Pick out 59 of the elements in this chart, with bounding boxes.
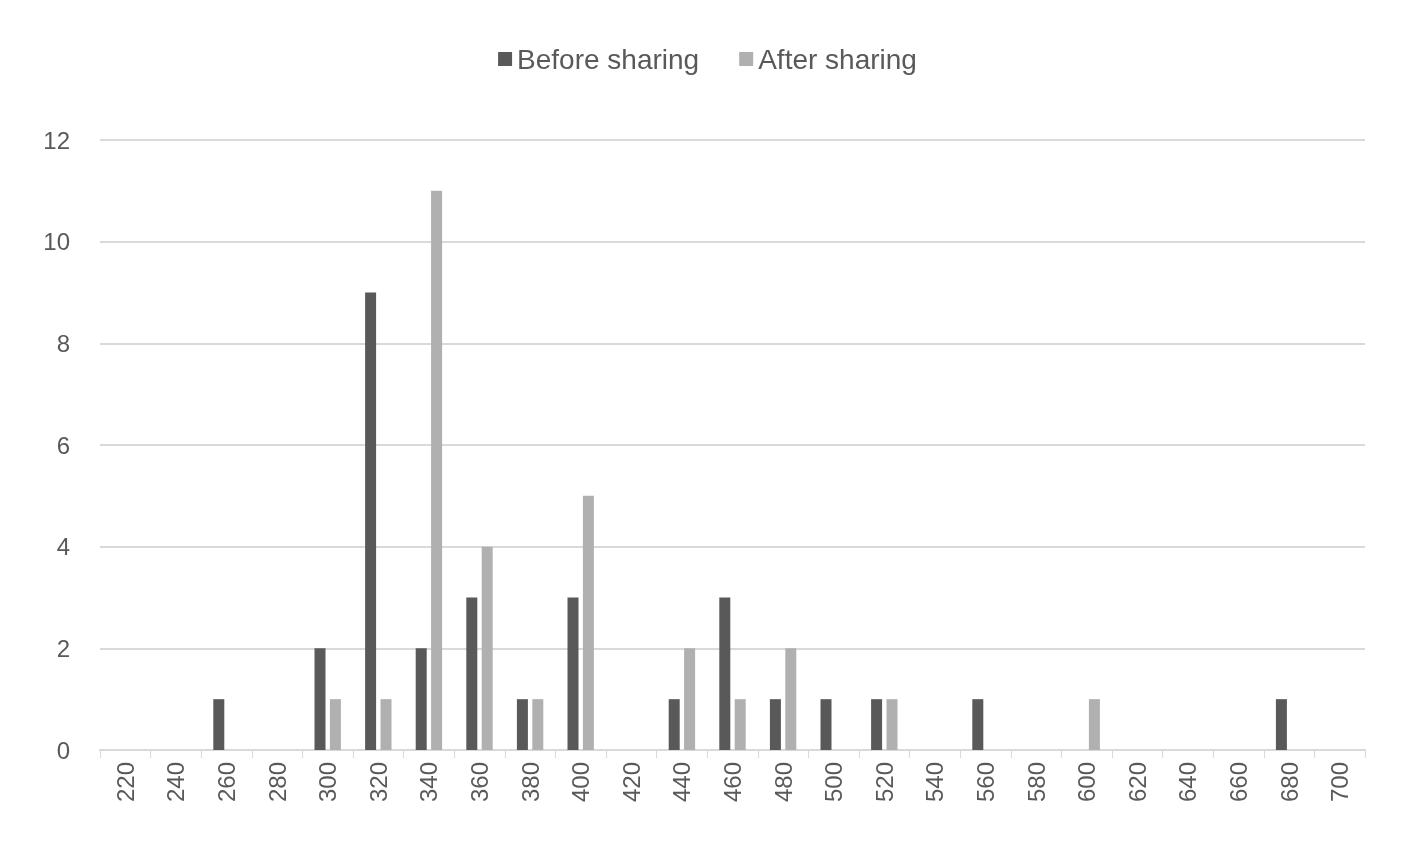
bar [532,699,544,750]
y-tick-label: 0 [56,736,70,764]
bar [972,699,984,750]
bar [213,699,225,750]
bar [314,648,326,750]
x-tick-label: 560 [972,762,999,803]
y-tick-label: 2 [56,634,70,662]
bar [785,648,797,750]
bar [567,597,579,750]
bar [380,699,392,750]
bar [329,699,341,750]
y-tick-label: 12 [43,126,70,154]
x-tick-label: 260 [213,762,240,803]
x-tick-label: 300 [314,762,342,803]
x-tick-label: 360 [466,762,493,803]
x-tick-label: 240 [162,762,190,803]
x-tick-label: 420 [617,762,645,803]
x-tick-label: 680 [1275,762,1303,803]
y-tick-label: 4 [56,533,70,561]
x-tick-label: 540 [921,762,949,803]
x-tick-label: 600 [1073,762,1101,803]
bar [871,699,883,750]
bar [1275,699,1287,750]
bar [668,699,680,750]
bar [1088,699,1100,750]
x-tick-label: 480 [769,762,797,803]
bar [886,699,898,750]
bar [466,597,478,750]
y-tick-label: 6 [56,431,70,459]
x-tick-label: 400 [567,762,595,803]
y-tick-label: 8 [56,329,70,357]
x-tick-label: 500 [820,762,848,803]
bar [431,190,443,750]
x-tick-label: 580 [1022,762,1050,803]
x-tick-label: 340 [415,762,443,803]
bar [582,495,594,750]
x-tick-label: 220 [111,762,139,803]
bar [415,648,427,750]
x-tick-label: 700 [1326,762,1354,803]
bar [365,292,377,750]
bar [820,699,832,750]
bar [481,546,493,750]
x-tick-label: 280 [263,762,291,803]
x-tick-label: 320 [364,762,392,803]
x-tick-label: 380 [516,762,544,803]
legend-label: After sharing [758,43,917,75]
y-tick-label: 10 [43,228,70,256]
x-tick-label: 440 [668,762,696,803]
bar [719,597,731,750]
x-tick-label: 620 [1123,762,1151,803]
x-tick-label: 460 [719,762,746,803]
x-tick-label: 660 [1225,762,1252,803]
bar [516,699,528,750]
x-tick-label: 640 [1174,762,1202,803]
legend-label: Before sharing [517,43,700,75]
bar [769,699,781,750]
bar [684,648,696,750]
x-tick-label: 520 [870,762,898,803]
bar [734,699,746,750]
